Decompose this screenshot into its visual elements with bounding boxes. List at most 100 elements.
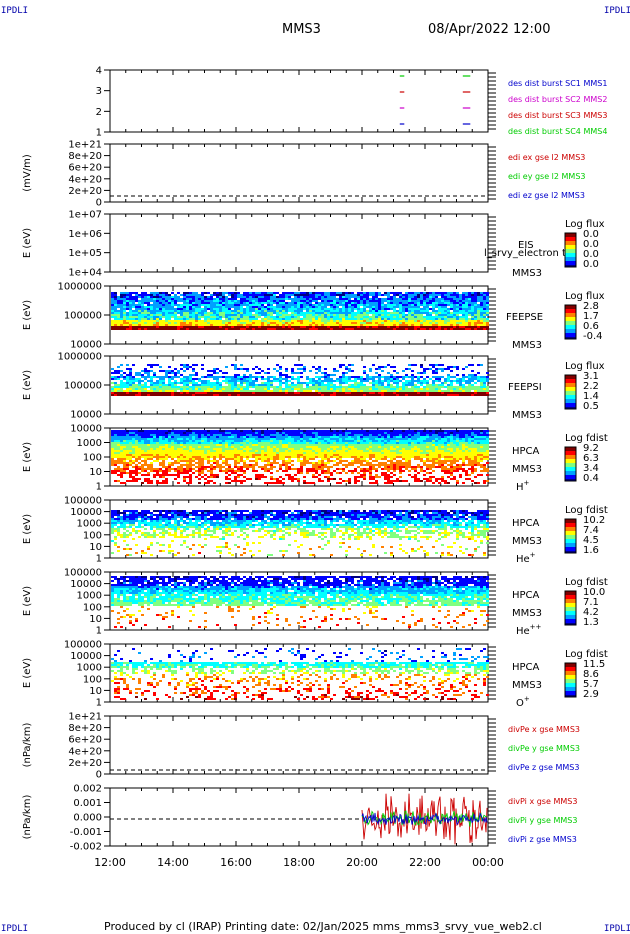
spectrogram-pixel xyxy=(144,394,147,396)
spectrogram-pixel xyxy=(348,292,351,294)
spectrogram-pixel xyxy=(240,382,243,384)
spectrogram-pixel xyxy=(204,304,207,306)
spectrogram-pixel xyxy=(210,454,213,456)
spectrogram-pixel xyxy=(258,326,261,328)
spectrogram-pixel xyxy=(363,320,366,322)
spectrogram-pixel xyxy=(279,378,282,380)
spectrogram-pixel xyxy=(258,306,261,308)
spectrogram-pixel xyxy=(111,444,114,446)
spectrogram-pixel xyxy=(438,298,441,300)
spectrogram-pixel xyxy=(405,310,408,312)
spectrogram-pixel xyxy=(171,444,174,446)
spectrogram-pixel xyxy=(270,382,273,384)
spectrogram-pixel xyxy=(327,318,330,320)
colorbar-cell xyxy=(565,245,576,248)
spectrogram-pixel xyxy=(330,296,333,298)
spectrogram-pixel xyxy=(348,368,351,370)
spectrogram-pixel xyxy=(162,462,165,464)
spectrogram-pixel xyxy=(192,312,195,314)
spectrogram-pixel xyxy=(411,388,414,390)
spectrogram-pixel xyxy=(390,374,393,376)
spectrogram-pixel xyxy=(114,430,117,432)
spectrogram-pixel xyxy=(378,394,381,396)
spectrogram-pixel xyxy=(474,388,477,390)
spectrogram-pixel xyxy=(144,368,147,370)
spectrogram-pixel xyxy=(129,316,132,318)
spectrogram-pixel xyxy=(390,376,393,378)
spectrogram-pixel xyxy=(111,454,114,456)
spectrogram-pixel xyxy=(282,394,285,396)
spectrogram-pixel xyxy=(240,298,243,300)
spectrogram-pixel xyxy=(147,306,150,308)
spectrogram-pixel xyxy=(462,294,465,296)
spectrogram-pixel xyxy=(432,366,435,368)
spectrogram-pixel xyxy=(180,328,183,330)
spectrogram-pixel xyxy=(468,382,471,384)
spectrogram-pixel xyxy=(153,304,156,306)
spectrogram-pixel xyxy=(216,294,219,296)
spectrogram-pixel xyxy=(132,390,135,392)
spectrogram-pixel xyxy=(159,380,162,382)
spectrogram-pixel xyxy=(141,294,144,296)
spectrogram-pixel xyxy=(252,306,255,308)
spectrogram-pixel xyxy=(168,312,171,314)
spectrogram-pixel xyxy=(123,440,126,442)
spectrogram-pixel xyxy=(180,472,183,474)
spectrogram-pixel xyxy=(201,316,204,318)
spectrogram-pixel xyxy=(189,386,192,388)
spectrogram-pixel xyxy=(186,384,189,386)
spectrogram-pixel xyxy=(300,364,303,366)
spectrogram-pixel xyxy=(282,304,285,306)
spectrogram-pixel xyxy=(150,442,153,444)
spectrogram-pixel xyxy=(378,324,381,326)
spectrogram-pixel xyxy=(279,294,282,296)
spectrogram-pixel xyxy=(465,306,468,308)
spectrogram-pixel xyxy=(144,454,147,456)
spectrogram-pixel xyxy=(315,368,318,370)
spectrogram-pixel xyxy=(405,324,408,326)
spectrogram-pixel xyxy=(156,456,159,458)
spectrogram-pixel xyxy=(264,292,267,294)
spectrogram-pixel xyxy=(282,306,285,308)
spectrogram-pixel xyxy=(111,304,114,306)
spectrogram-pixel xyxy=(174,318,177,320)
spectrogram-pixel xyxy=(435,372,438,374)
spectrogram-pixel xyxy=(195,318,198,320)
spectrogram-pixel xyxy=(483,320,486,322)
spectrogram-pixel xyxy=(468,296,471,298)
spectrogram-pixel xyxy=(378,376,381,378)
spectrogram-pixel xyxy=(279,392,282,394)
spectrogram-pixel xyxy=(483,384,486,386)
spectrogram-pixel xyxy=(165,444,168,446)
spectrogram-pixel xyxy=(408,376,411,378)
spectrogram-pixel xyxy=(117,446,120,448)
spectrogram-pixel xyxy=(372,312,375,314)
spectrogram-pixel xyxy=(156,438,159,440)
spectrogram-pixel xyxy=(132,394,135,396)
spectrogram-pixel xyxy=(177,476,180,478)
spectrogram-pixel xyxy=(378,298,381,300)
spectrogram-pixel xyxy=(207,318,210,320)
spectrogram-pixel xyxy=(141,384,144,386)
spectrogram-pixel xyxy=(369,304,372,306)
spectrogram-pixel xyxy=(411,370,414,372)
spectrogram-pixel xyxy=(411,300,414,302)
spectrogram-pixel xyxy=(417,310,420,312)
spectrogram-pixel xyxy=(435,306,438,308)
spectrogram-pixel xyxy=(228,294,231,296)
spectrogram-pixel xyxy=(345,324,348,326)
spectrogram-pixel xyxy=(183,438,186,440)
spectrogram-pixel xyxy=(213,436,216,438)
spectrogram-pixel xyxy=(135,456,138,458)
spectrogram-pixel xyxy=(144,308,147,310)
spectrogram-pixel xyxy=(195,434,198,436)
spectrogram-pixel xyxy=(480,310,483,312)
spectrogram-pixel xyxy=(453,310,456,312)
spectrogram-pixel xyxy=(111,430,114,432)
spectrogram-pixel xyxy=(207,450,210,452)
spectrogram-hpca_h xyxy=(111,430,489,484)
spectrogram-pixel xyxy=(177,466,180,468)
spectrogram-pixel xyxy=(129,292,132,294)
spectrogram-pixel xyxy=(411,294,414,296)
spectrogram-pixel xyxy=(459,392,462,394)
